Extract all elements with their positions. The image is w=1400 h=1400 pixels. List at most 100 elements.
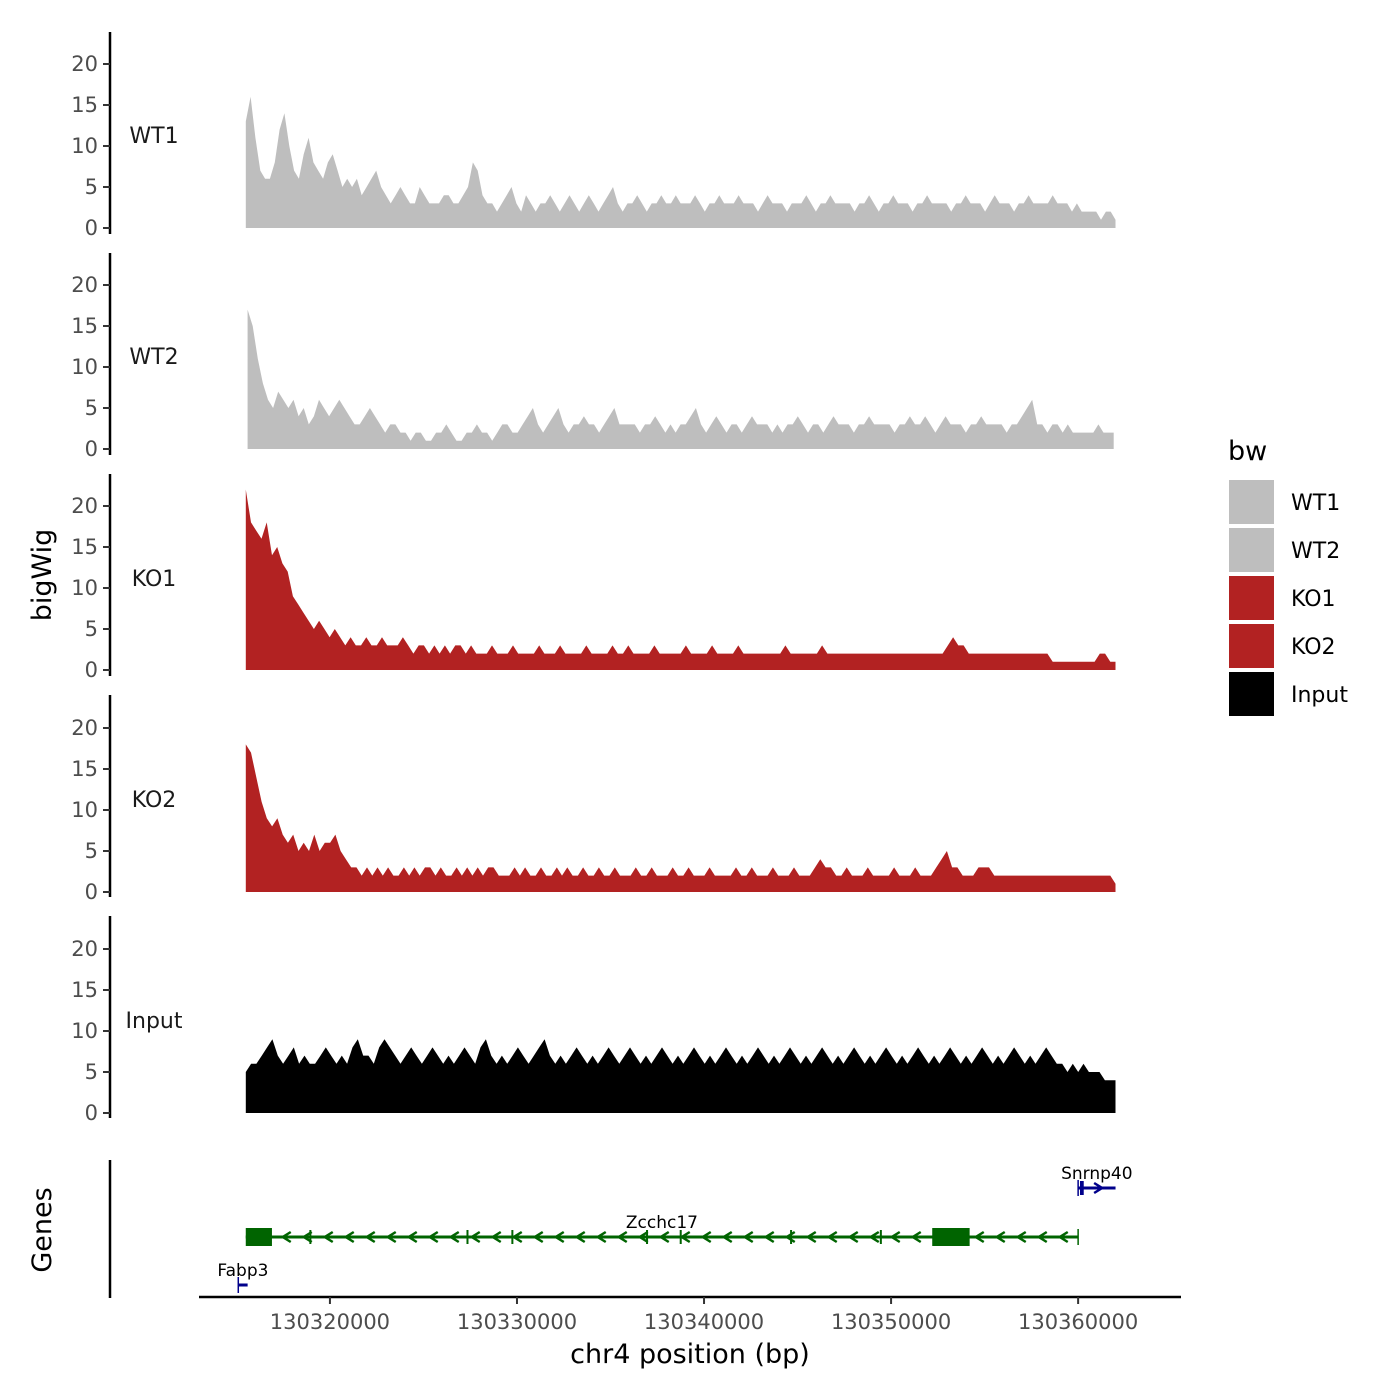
track-label: Input [126, 1009, 183, 1034]
strand-chevron [574, 1230, 586, 1244]
track-wt2: 0 5 10 15 20 WT2 [71, 253, 1114, 461]
strand-chevron [1057, 1230, 1069, 1244]
x-tick-label: 130350000 [831, 1310, 951, 1334]
strand-chevron [742, 1230, 754, 1244]
strand-chevron [280, 1230, 292, 1244]
y-tick-label: 0 [85, 437, 98, 461]
signal-tracks: 0 5 10 15 20 WT1 0 5 10 15 20 WT2 0 5 10 15 20 KO1 0 5 10 15 2… [71, 32, 1116, 1125]
y-tick-label: 20 [71, 494, 98, 518]
strand-chevron [406, 1230, 418, 1244]
y-tick-label: 15 [71, 93, 98, 117]
x-tick-label: 130340000 [644, 1310, 764, 1334]
legend-swatch [1229, 672, 1274, 716]
strand-chevron [679, 1230, 691, 1244]
strand-chevron [343, 1230, 355, 1244]
gene-fabp3: Fabp3 [217, 1261, 268, 1293]
legend: bw WT1 WT2 KO1 KO2 Input [1228, 436, 1348, 716]
exon-block [1079, 1181, 1084, 1195]
strand-chevron [427, 1230, 439, 1244]
y-tick-label: 0 [85, 658, 98, 682]
y-tick-label: 15 [71, 757, 98, 781]
legend-label: WT1 [1291, 491, 1340, 516]
strand-chevron [469, 1230, 481, 1244]
track-ko2: 0 5 10 15 20 KO2 [71, 695, 1116, 904]
signal-area-input [245, 1039, 1116, 1113]
gene-zcchc17: Zcchc17 [245, 1213, 1079, 1246]
strand-chevron [385, 1230, 397, 1244]
y-tick-label: 20 [71, 716, 98, 740]
y-tick-label: 20 [71, 937, 98, 961]
track-label: KO2 [132, 788, 177, 813]
strand-chevron [364, 1230, 376, 1244]
strand-chevron [1093, 1181, 1105, 1195]
y-tick-label: 0 [85, 216, 98, 240]
exon-block [790, 1230, 793, 1244]
strand-chevron [490, 1230, 502, 1244]
y-tick-label: 10 [71, 798, 98, 822]
strand-chevron [973, 1230, 985, 1244]
strand-chevron [826, 1230, 838, 1244]
strand-chevron [553, 1230, 565, 1244]
exon-block [932, 1228, 970, 1246]
y-tick-label: 0 [85, 1101, 98, 1125]
strand-chevron [595, 1230, 607, 1244]
y-tick-label: 5 [85, 1060, 98, 1084]
track-wt1: 0 5 10 15 20 WT1 [71, 32, 1116, 240]
y-tick-label: 0 [85, 880, 98, 904]
y-tick-label: 10 [71, 1019, 98, 1043]
legend-label: KO2 [1291, 635, 1336, 660]
strand-chevron [448, 1230, 460, 1244]
y-tick-label: 5 [85, 839, 98, 863]
strand-chevron [1036, 1230, 1048, 1244]
x-tick-label: 130360000 [1018, 1310, 1138, 1334]
track-label: WT2 [129, 345, 178, 370]
strand-chevron [784, 1230, 796, 1244]
strand-chevron [805, 1230, 817, 1244]
strand-chevron [532, 1230, 544, 1244]
strand-chevron [700, 1230, 712, 1244]
gene-label: Snrnp40 [1061, 1164, 1132, 1184]
legend-swatch [1229, 480, 1274, 524]
exon-block [466, 1230, 469, 1244]
gene-track-title: Genes [27, 1187, 58, 1272]
strand-chevron [910, 1230, 922, 1244]
legend-title: bw [1228, 436, 1267, 467]
x-tick-label: 130330000 [457, 1310, 577, 1334]
exon-block [511, 1230, 514, 1244]
exon-block [679, 1230, 682, 1244]
track-label: KO1 [132, 567, 177, 592]
y-tick-label: 20 [71, 273, 98, 297]
x-tick-label: 130320000 [270, 1310, 390, 1334]
legend-label: Input [1291, 683, 1348, 708]
strand-chevron [868, 1230, 880, 1244]
track-input: 0 5 10 15 20 Input [71, 916, 1116, 1125]
exon-block [309, 1230, 312, 1244]
signal-area-wt1 [245, 96, 1116, 228]
exon-block [245, 1228, 272, 1246]
exon-block [879, 1230, 882, 1244]
legend-swatch [1229, 576, 1274, 620]
strand-chevron [994, 1230, 1006, 1244]
strand-chevron [301, 1230, 313, 1244]
strand-chevron [616, 1230, 628, 1244]
strand-chevron [1015, 1230, 1027, 1244]
y-tick-label: 15 [71, 314, 98, 338]
x-axis-title: chr4 position (bp) [570, 1339, 810, 1370]
y-tick-label: 10 [71, 355, 98, 379]
y-axis-title: bigWig [27, 529, 58, 622]
exon-block [646, 1230, 649, 1244]
legend-label: KO1 [1291, 587, 1336, 612]
y-tick-label: 10 [71, 576, 98, 600]
signal-area-wt2 [247, 309, 1114, 449]
track-label: WT1 [129, 124, 178, 149]
signal-area-ko2 [245, 744, 1116, 892]
legend-swatch [1229, 528, 1274, 572]
y-tick-label: 5 [85, 175, 98, 199]
y-tick-label: 15 [71, 535, 98, 559]
legend-label: WT2 [1291, 539, 1340, 564]
gene-track: Fabp3 Zcchc17 Snrnp40 [108, 1160, 1133, 1298]
gene-snrnp40: Snrnp40 [1061, 1164, 1133, 1196]
strand-chevron [847, 1230, 859, 1244]
track-ko1: 0 5 10 15 20 KO1 [71, 474, 1116, 682]
